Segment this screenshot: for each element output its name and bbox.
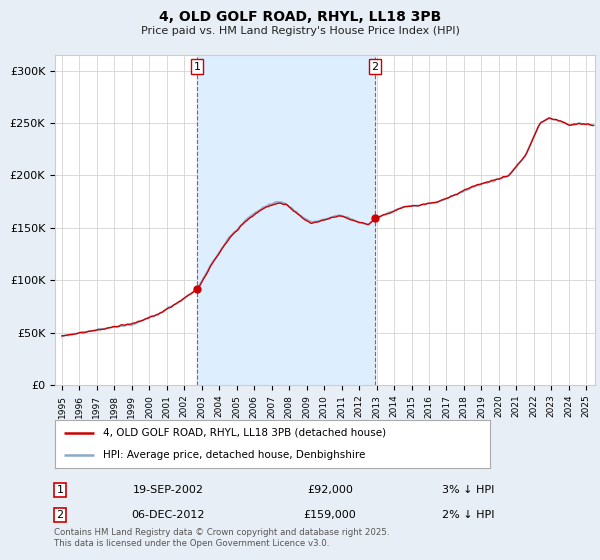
Text: 06-DEC-2012: 06-DEC-2012 [131,510,205,520]
Text: 19-SEP-2002: 19-SEP-2002 [133,485,203,495]
Text: 3% ↓ HPI: 3% ↓ HPI [442,485,494,495]
Text: Price paid vs. HM Land Registry's House Price Index (HPI): Price paid vs. HM Land Registry's House … [140,26,460,36]
Text: 2: 2 [371,62,379,72]
Text: 1: 1 [193,62,200,72]
Text: £92,000: £92,000 [307,485,353,495]
Text: Contains HM Land Registry data © Crown copyright and database right 2025.
This d: Contains HM Land Registry data © Crown c… [54,528,389,548]
Text: 2: 2 [56,510,64,520]
Text: 4, OLD GOLF ROAD, RHYL, LL18 3PB (detached house): 4, OLD GOLF ROAD, RHYL, LL18 3PB (detach… [103,428,386,438]
Text: 2% ↓ HPI: 2% ↓ HPI [442,510,494,520]
Bar [197,55,375,385]
Text: HPI: Average price, detached house, Denbighshire: HPI: Average price, detached house, Denb… [103,450,365,460]
Text: £159,000: £159,000 [304,510,356,520]
Text: 1: 1 [56,485,64,495]
Text: 4, OLD GOLF ROAD, RHYL, LL18 3PB: 4, OLD GOLF ROAD, RHYL, LL18 3PB [159,10,441,24]
